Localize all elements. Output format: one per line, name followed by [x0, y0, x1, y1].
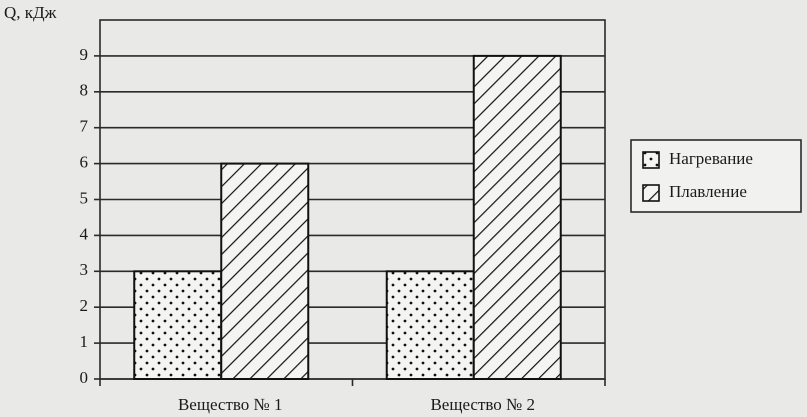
- y-tick-label: 3: [80, 260, 89, 279]
- legend-swatch: [642, 151, 660, 169]
- legend-label: Плавление: [669, 182, 747, 201]
- x-tick-label: Вещество № 2: [430, 395, 535, 414]
- bar: [385, 270, 475, 380]
- y-tick-label: 9: [80, 45, 89, 64]
- y-axis-label: Q, кДж: [4, 3, 57, 22]
- bar: [133, 270, 223, 380]
- legend-swatch: [642, 184, 660, 202]
- y-tick-label: 2: [80, 296, 89, 315]
- y-tick-label: 6: [80, 153, 89, 172]
- x-tick-label: Вещество № 1: [178, 395, 283, 414]
- y-tick-label: 5: [80, 188, 89, 207]
- y-tick-label: 7: [80, 117, 89, 136]
- y-tick-label: 8: [80, 81, 89, 100]
- bar: [472, 54, 562, 381]
- bar: [220, 162, 310, 380]
- legend-label: Нагревание: [669, 149, 753, 168]
- y-tick-label: 4: [80, 224, 89, 243]
- y-tick-label: 0: [80, 368, 89, 387]
- y-tick-label: 1: [80, 332, 89, 351]
